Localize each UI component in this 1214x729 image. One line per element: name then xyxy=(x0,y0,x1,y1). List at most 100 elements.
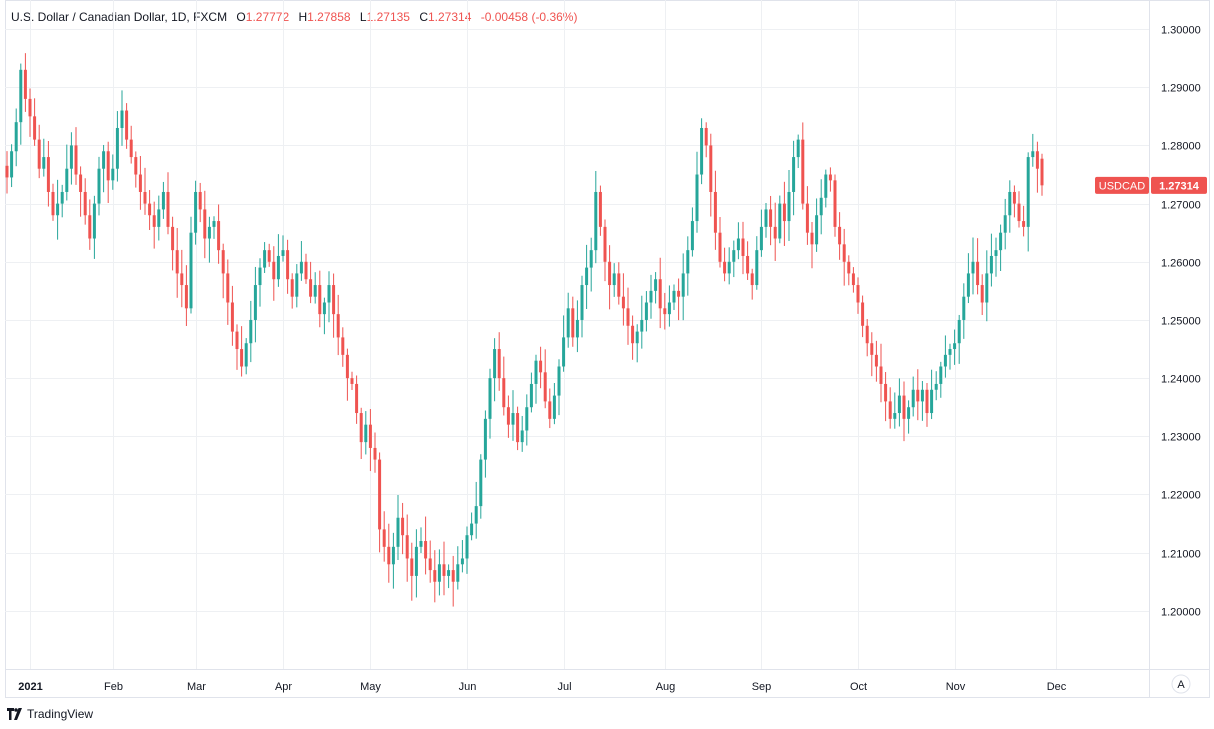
candle-body xyxy=(235,331,239,350)
symbol-title[interactable]: U.S. Dollar / Canadian Dollar, 1D, FXCM xyxy=(11,10,228,24)
time-tick-label: Feb xyxy=(104,681,123,693)
candle-body xyxy=(332,285,336,315)
candle-body xyxy=(51,191,55,216)
candle-body xyxy=(723,261,727,274)
candle-body xyxy=(626,308,630,326)
time-tick-label: Dec xyxy=(1047,681,1067,693)
candle-body xyxy=(755,250,759,286)
price-chart[interactable]: 1.30000 1.29000 1.28000 1.27000 1.26000 1.250… xyxy=(0,0,1214,700)
candle-body xyxy=(1026,157,1030,227)
time-tick-label: Oct xyxy=(850,681,867,693)
candle-body xyxy=(534,360,538,384)
candles xyxy=(5,53,1044,607)
price-tick-label: 1.23000 xyxy=(1161,432,1201,444)
last-price-label: USDCAD 1.27314 xyxy=(1095,176,1207,194)
candle-body xyxy=(166,191,170,227)
candle-body xyxy=(42,157,46,169)
candle-body xyxy=(543,372,547,402)
candle-body xyxy=(180,273,184,286)
candle-body xyxy=(907,407,911,419)
ticker-badge-text: USDCAD xyxy=(1099,180,1146,192)
candle-body xyxy=(69,145,73,169)
branding-name: TradingView xyxy=(27,707,94,721)
candle-body xyxy=(939,366,943,384)
candle-body xyxy=(902,395,906,419)
ticker-badge xyxy=(1095,176,1149,194)
candle-body xyxy=(299,261,303,274)
candle-body xyxy=(805,203,809,233)
open-label: O xyxy=(236,10,246,24)
candle-body xyxy=(700,127,704,175)
candle-body xyxy=(736,238,740,251)
candle-body xyxy=(143,191,147,204)
candle-body xyxy=(571,308,575,338)
candle-body xyxy=(19,69,23,123)
candle-body xyxy=(934,383,938,390)
tradingview-logo-icon xyxy=(7,708,22,720)
candle-body xyxy=(681,273,685,297)
candle-body xyxy=(281,250,285,256)
candle-body xyxy=(433,570,437,582)
candle-body xyxy=(258,267,262,286)
candle-body xyxy=(405,535,409,559)
candle-body xyxy=(336,314,340,338)
candle-body xyxy=(226,273,230,303)
candle-body xyxy=(318,285,322,315)
candle-body xyxy=(1031,151,1035,158)
candle-body xyxy=(833,180,837,227)
candle-body xyxy=(994,250,998,256)
time-tick-label: Jun xyxy=(459,681,477,693)
price-tick-label: 1.20000 xyxy=(1161,607,1201,619)
candle-body xyxy=(539,360,543,373)
branding[interactable]: TradingView xyxy=(7,707,93,721)
candle-body xyxy=(373,447,377,460)
candle-body xyxy=(658,279,662,309)
candle-body xyxy=(971,261,975,274)
candle-body xyxy=(414,546,418,576)
candle-body xyxy=(769,209,773,227)
price-axis[interactable]: 1.30000 1.29000 1.28000 1.27000 1.26000 1.250… xyxy=(1161,25,1201,619)
candle-body xyxy=(345,354,349,379)
candle-body xyxy=(962,296,966,320)
candle-body xyxy=(999,232,1003,251)
candle-body xyxy=(74,145,78,175)
scale-mode-label: A xyxy=(1177,679,1185,691)
price-tick-label: 1.27000 xyxy=(1161,200,1201,212)
candle-body xyxy=(520,430,524,443)
candle-body xyxy=(437,564,441,582)
candle-body xyxy=(594,191,598,251)
candle-body xyxy=(552,395,556,419)
candle-body xyxy=(663,308,667,315)
candle-body xyxy=(985,273,989,303)
candle-body xyxy=(621,296,625,309)
candle-body xyxy=(815,215,819,245)
time-tick-label: Mar xyxy=(187,681,206,693)
candle-body xyxy=(764,209,768,227)
candle-body xyxy=(1003,215,1007,233)
candle-body xyxy=(134,157,138,175)
candle-body xyxy=(874,354,878,367)
candle-body xyxy=(37,139,41,169)
candle-body xyxy=(194,191,198,233)
candle-body xyxy=(221,250,225,274)
candle-body xyxy=(851,273,855,286)
candle-body xyxy=(5,165,9,178)
price-tick-label: 1.21000 xyxy=(1161,549,1201,561)
candle-body xyxy=(677,290,681,297)
time-axis[interactable]: 2021 Feb Mar Apr May Jun Jul Aug Sep Oct Nov Dec xyxy=(18,681,1067,693)
candle-body xyxy=(792,157,796,192)
candle-body xyxy=(557,366,561,396)
change-value: -0.00458 (-0.36%) xyxy=(480,10,578,24)
candle-body xyxy=(350,378,354,384)
candle-body xyxy=(672,290,676,303)
candle-body xyxy=(341,337,345,355)
candle-body xyxy=(589,250,593,268)
scale-mode-button[interactable]: A xyxy=(1171,674,1191,694)
price-tick-label: 1.30000 xyxy=(1161,25,1201,37)
candle-body xyxy=(801,139,805,204)
candle-body xyxy=(129,139,133,158)
high-label: H xyxy=(298,10,308,24)
candle-body xyxy=(424,541,428,559)
price-tick-label: 1.28000 xyxy=(1161,141,1201,153)
candle-body xyxy=(442,564,446,576)
